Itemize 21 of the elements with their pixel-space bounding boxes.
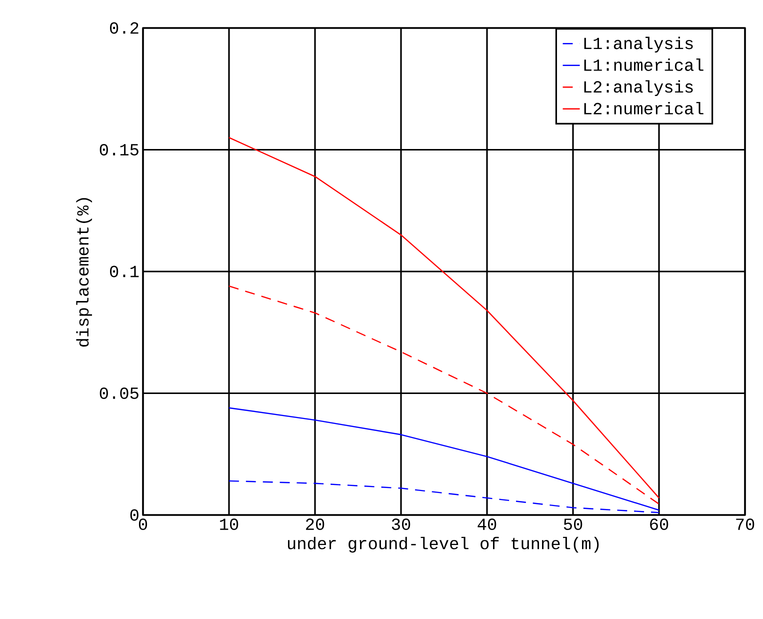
y-tick-label: 0.2 xyxy=(110,22,138,34)
legend-label: L1:numerical xyxy=(584,58,704,71)
x-tick-label: 50 xyxy=(564,518,582,530)
legend-label: L2:analysis xyxy=(584,80,693,96)
y-tick-label: 0.05 xyxy=(100,388,138,399)
x-tick-label: 0 xyxy=(138,518,148,530)
legend-label: L1:analysis xyxy=(584,36,693,53)
line-series xyxy=(228,136,660,499)
legend-label: L2:numerical xyxy=(584,102,704,114)
x-tick-label: 20 xyxy=(306,518,324,530)
x-tick-label: 60 xyxy=(650,518,668,530)
x-axis-title: under ground-level of tunnel(m) xyxy=(288,536,599,553)
x-tick-label: 30 xyxy=(392,518,410,530)
x-tick-label: 10 xyxy=(220,518,238,530)
line-series xyxy=(228,286,660,505)
y-axis-title: displacement(%) xyxy=(76,198,92,347)
y-tick-label: 0.1 xyxy=(110,266,139,278)
x-tick-label: 40 xyxy=(478,518,496,530)
y-tick-label: 0.15 xyxy=(100,144,138,156)
y-tick-label: 0 xyxy=(130,509,138,521)
x-tick-label: 70 xyxy=(736,518,754,530)
